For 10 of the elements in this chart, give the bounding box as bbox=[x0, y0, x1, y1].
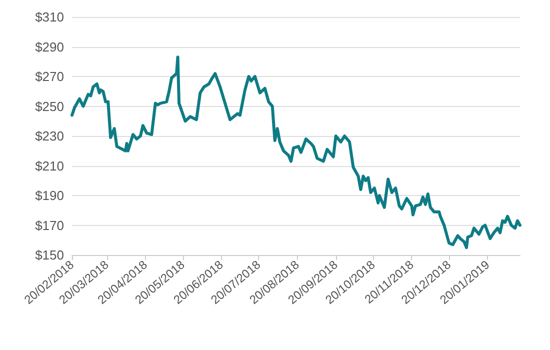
y-tick-label: $270 bbox=[35, 69, 64, 84]
y-tick-label: $310 bbox=[35, 10, 64, 24]
y-tick-label: $190 bbox=[35, 188, 64, 203]
y-tick-label: $150 bbox=[35, 248, 64, 262]
y-tick-label: $250 bbox=[35, 98, 64, 114]
y-tick-label: $210 bbox=[35, 158, 64, 174]
y-tick-label: $230 bbox=[35, 128, 64, 144]
line-series bbox=[70, 56, 522, 250]
y-tick-label: $290 bbox=[35, 39, 64, 54]
y-tick-label: $170 bbox=[35, 218, 64, 233]
